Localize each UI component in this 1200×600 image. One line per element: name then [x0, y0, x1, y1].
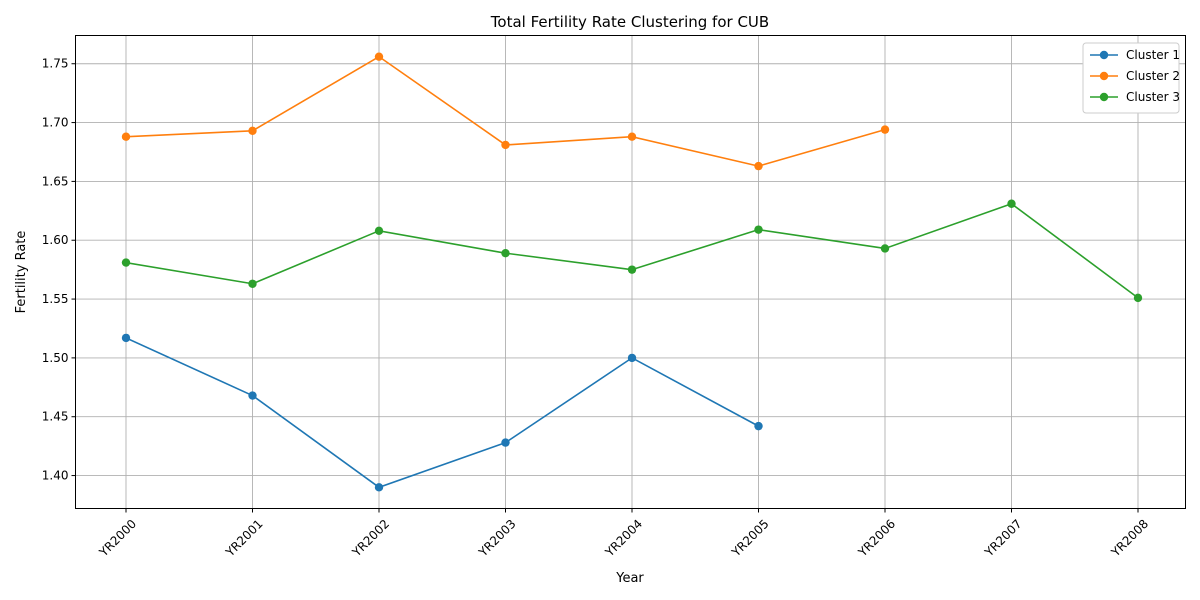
series-1 [121, 333, 763, 492]
x-tick-label: YR2000 [96, 517, 139, 560]
legend: Cluster 1 Cluster 2 Cluster 3 [1082, 42, 1180, 114]
legend-label: Cluster 2 [1126, 69, 1180, 83]
y-tick-label: 1.40 [42, 469, 69, 483]
data-point [248, 126, 257, 136]
data-point [121, 333, 131, 343]
x-tick-label: YR2007 [981, 517, 1024, 560]
data-point [248, 279, 257, 288]
y-axis-label: Fertility Rate [14, 231, 29, 314]
data-point [374, 483, 384, 492]
y-tick-label: 1.60 [42, 233, 69, 247]
data-point [880, 125, 890, 134]
y-tick-label: 1.75 [42, 57, 69, 71]
x-tick-label: YR2006 [855, 517, 898, 560]
data-point [121, 132, 131, 141]
x-tick-label: YR2005 [728, 517, 771, 560]
x-tick-label: YR2002 [349, 517, 392, 560]
data-point [501, 438, 510, 447]
legend-entry: Cluster 3 [1090, 90, 1180, 104]
y-tick-label: 1.50 [42, 351, 69, 365]
legend-marker [1099, 92, 1109, 102]
legend-entry: Cluster 1 [1090, 48, 1180, 62]
legend-entry: Cluster 2 [1090, 69, 1180, 83]
data-point [1007, 199, 1016, 208]
data-point [627, 353, 637, 363]
legend-marker [1099, 50, 1109, 60]
x-tick-label: YR2003 [475, 517, 518, 560]
data-point [754, 421, 763, 431]
legend-marker [1099, 71, 1109, 81]
series-3 [121, 199, 1143, 303]
x-tick-label: YR2004 [602, 517, 645, 560]
grid [75, 35, 1186, 509]
y-tick-label: 1.45 [42, 410, 69, 424]
x-axis-label: Year [615, 571, 644, 586]
data-point [627, 132, 637, 141]
x-tick-label: YR2001 [222, 517, 265, 560]
y-tick-label: 1.65 [42, 174, 69, 188]
data-point [501, 140, 510, 150]
data-point [374, 52, 384, 61]
x-tick-label: YR2008 [1108, 517, 1151, 560]
data-point [880, 244, 890, 253]
series-2 [121, 52, 890, 171]
legend-label: Cluster 1 [1126, 48, 1180, 62]
data-point [248, 391, 257, 400]
legend-label: Cluster 3 [1126, 90, 1180, 104]
data-point [374, 226, 384, 236]
series-layer [121, 52, 1143, 492]
data-point [754, 225, 763, 234]
plot-frame [75, 35, 1186, 509]
data-point [754, 161, 763, 171]
chart-title: Total Fertility Rate Clustering for CUB [490, 13, 769, 31]
y-tick-label: 1.55 [42, 292, 69, 306]
data-point [501, 248, 510, 258]
series-line [125, 337, 759, 489]
data-point [1133, 293, 1143, 303]
y-tick-label: 1.70 [42, 116, 69, 130]
data-point [627, 265, 637, 274]
data-point [121, 258, 131, 267]
